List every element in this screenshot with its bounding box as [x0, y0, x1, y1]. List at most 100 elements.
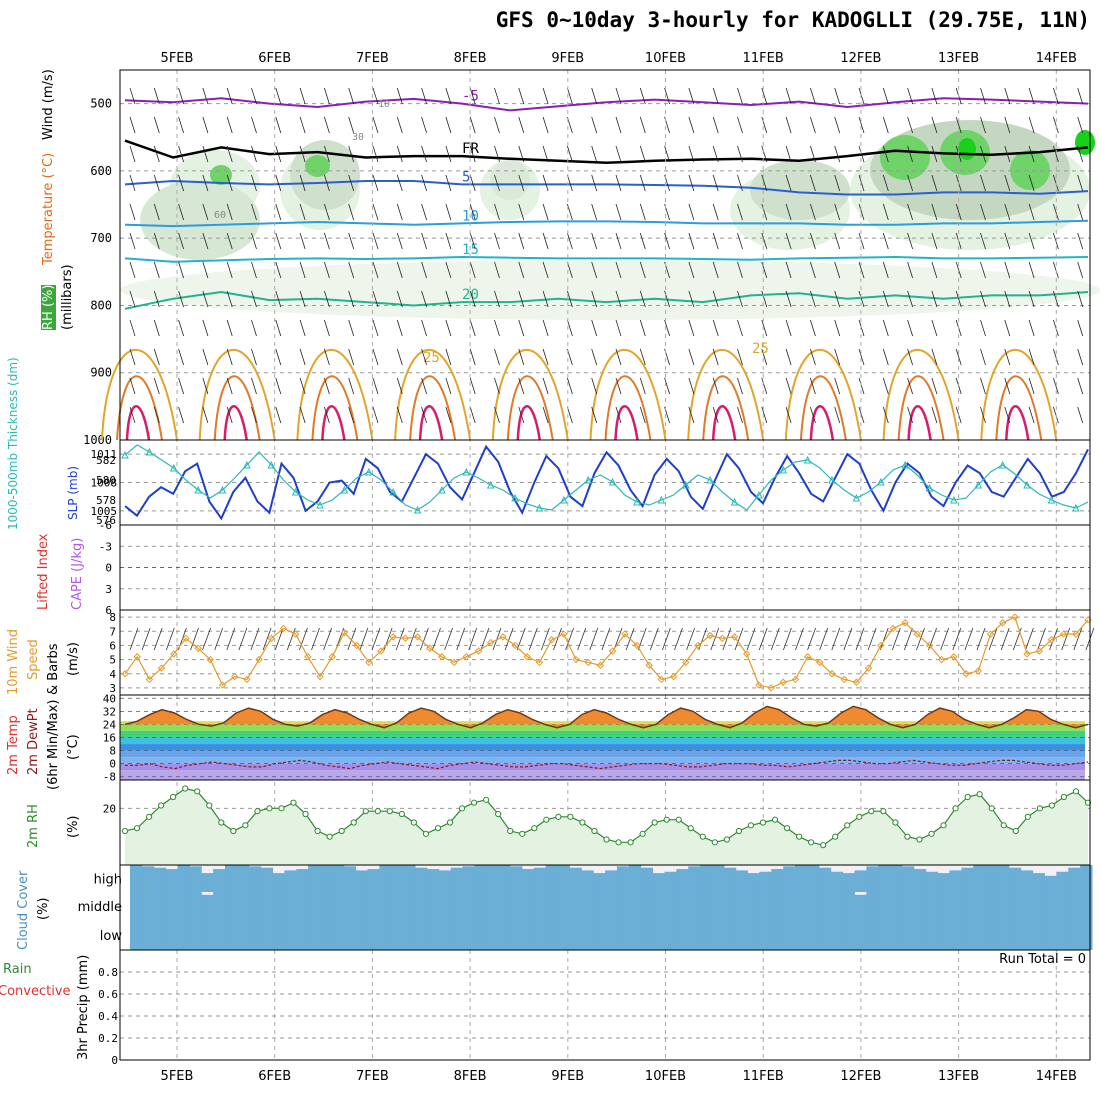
upper-wind-barb: [810, 261, 816, 279]
cloud-bar-middle: [189, 892, 202, 920]
wind10-barb: [420, 627, 429, 651]
lifted-ytick--3: -3: [99, 540, 112, 553]
wind10-barb: [1025, 627, 1034, 651]
rh2m-point: [579, 819, 586, 826]
wind10-point: [608, 647, 617, 655]
thickness-point: [998, 460, 1007, 469]
top-date-label-14FEB: 14FEB: [1036, 51, 1077, 66]
cloud-bar-middle: [367, 892, 380, 920]
upper-wind-barb: [251, 174, 257, 192]
cloud-bar-high: [379, 865, 392, 892]
upper-wind-barb: [251, 319, 257, 337]
rh-shade-8: [490, 160, 530, 200]
cloud-bar-low: [545, 920, 559, 950]
cloud-bar-high: [308, 865, 321, 892]
cloud-bar-middle: [462, 892, 475, 920]
cloud-bar-low: [664, 920, 677, 950]
upper-wind-barb: [834, 232, 841, 250]
upper-wind-barb: [1004, 116, 1011, 134]
upper-wind-barb: [421, 348, 427, 366]
rh-shade-7: [290, 140, 360, 210]
upper-wind-barb: [372, 203, 379, 221]
rh2m-point: [796, 833, 803, 840]
cloud-bar-high: [818, 867, 832, 892]
cloud-bar-high: [153, 867, 167, 892]
cloud-bar-middle: [937, 892, 950, 920]
upper-wind-barb: [178, 87, 184, 105]
upper-wind-barb: [348, 87, 355, 105]
wind10-label-b: Speed: [26, 639, 41, 680]
isotherm-30-loop-8: [897, 375, 945, 441]
upper-wind-barb: [834, 406, 841, 424]
isotherm-30-loop-4: [506, 375, 554, 441]
upper-wind-barb: [494, 377, 500, 395]
lifted-index-label: Lifted Index: [36, 533, 51, 610]
cloud-bar-low: [1020, 920, 1034, 950]
upper-wind-barb: [785, 116, 792, 134]
cloud-bar-middle: [818, 892, 832, 920]
upper-wind-barb: [129, 203, 136, 221]
upper-wind-barb: [178, 261, 184, 279]
wind10-point: [901, 619, 909, 627]
rh2m-point: [892, 819, 899, 826]
wind10-point: [657, 675, 666, 684]
upper-wind-barb: [882, 116, 889, 134]
cloud-label-high: high: [94, 873, 122, 888]
upper-wind-barb: [980, 203, 986, 221]
upper-wind-barb: [1028, 406, 1035, 424]
wind10-point: [596, 661, 605, 669]
upper-wind-barb: [226, 406, 233, 424]
upper-wind-barb: [542, 203, 549, 221]
rh2m-point: [699, 833, 706, 840]
upper-wind-barb: [178, 116, 184, 134]
upper-wind-barb: [1053, 203, 1059, 221]
cloud-bar-middle: [771, 892, 784, 920]
upper-wind-barb: [737, 290, 743, 308]
cloud-bar-low: [498, 920, 511, 950]
rh2m-point: [976, 791, 983, 798]
rh2m-point: [230, 827, 237, 835]
wind10-point: [438, 653, 446, 661]
upper-wind-barb: [615, 203, 622, 221]
upper-wind-barb: [348, 232, 355, 250]
upper-wind-barb: [834, 348, 841, 366]
rh2m-point: [735, 827, 743, 835]
wind10-barb: [250, 627, 260, 651]
cloud-bar-middle: [1056, 892, 1069, 920]
cloud-bar-low: [759, 920, 772, 950]
cloud-bar-high: [331, 865, 345, 892]
upper-wind-barb: [469, 348, 476, 366]
wind10-barb: [746, 627, 756, 651]
rh2m-point: [278, 805, 285, 812]
wind10-barb: [916, 627, 925, 651]
wind10-barb: [952, 627, 962, 651]
rh2m-point: [675, 816, 682, 823]
upper-wind-barb: [810, 232, 816, 250]
isotherm-30-loop-2: [311, 375, 359, 441]
upper-wind-barb: [202, 145, 209, 163]
rh-contour-label-10: 10: [378, 99, 390, 110]
upper-wind-barb: [153, 377, 160, 395]
upper-wind-barb: [518, 406, 525, 424]
upper-wind-barb: [980, 290, 986, 308]
slp-label: SLP (mb): [66, 465, 80, 520]
rh2m-point: [940, 822, 947, 829]
upper-wind-barb: [834, 116, 841, 134]
upper-wind-barb: [226, 145, 233, 163]
upper-wind-barb: [469, 87, 476, 105]
upper-wind-barb: [931, 261, 938, 279]
isotherm-35-loop-3: [418, 405, 444, 441]
upper-wind-barb: [591, 145, 598, 163]
cloud-bar-middle: [878, 892, 891, 920]
cloud-bar-low: [438, 920, 452, 950]
upper-wind-barb: [202, 290, 209, 308]
wind10-speed-line: [124, 616, 1089, 689]
wind10-point: [291, 630, 300, 638]
cloud-bar-middle: [486, 892, 499, 920]
temp-line: [124, 705, 1089, 729]
cloud-bar-low: [213, 920, 226, 950]
upper-wind-barb: [324, 116, 330, 134]
thickness-point: [657, 495, 666, 504]
rh-shade-17: [958, 138, 976, 160]
upper-wind-barb: [348, 145, 355, 163]
